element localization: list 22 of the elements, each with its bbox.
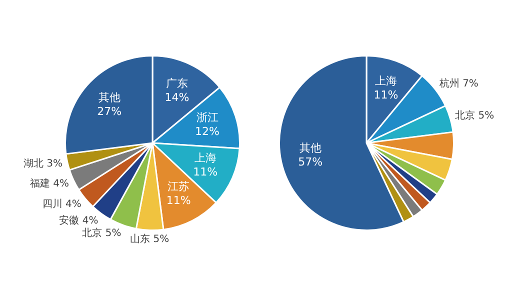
- slice-label: 北京 5%: [455, 110, 494, 122]
- slice-label: 上海: [194, 152, 216, 165]
- slice-label: 北京 5%: [82, 227, 122, 240]
- data-label: 11%: [193, 166, 218, 179]
- data-label: 11%: [374, 88, 398, 102]
- slice-label: 四川 4%: [42, 198, 82, 210]
- slice-label: 广东: [166, 76, 188, 90]
- slice-label: 江苏: [168, 180, 190, 194]
- data-label: 27%: [97, 104, 122, 118]
- data-label: 11%: [166, 194, 191, 208]
- data-label: 12%: [195, 125, 220, 138]
- data-label: 14%: [164, 90, 190, 104]
- slice-label: 上海: [375, 74, 398, 88]
- slice-label: 安徽 4%: [59, 214, 98, 226]
- data-label: 57%: [298, 155, 323, 168]
- slice-label: 浙江: [196, 111, 218, 124]
- slice-label: 湖北 3%: [23, 158, 62, 170]
- slice-label: 福建 4%: [30, 178, 70, 190]
- slice-label: 其他: [299, 141, 322, 154]
- slice-label: 其他: [98, 90, 120, 104]
- slice-label: 山东 5%: [130, 232, 170, 245]
- slice-label: 杭州 7%: [438, 78, 478, 90]
